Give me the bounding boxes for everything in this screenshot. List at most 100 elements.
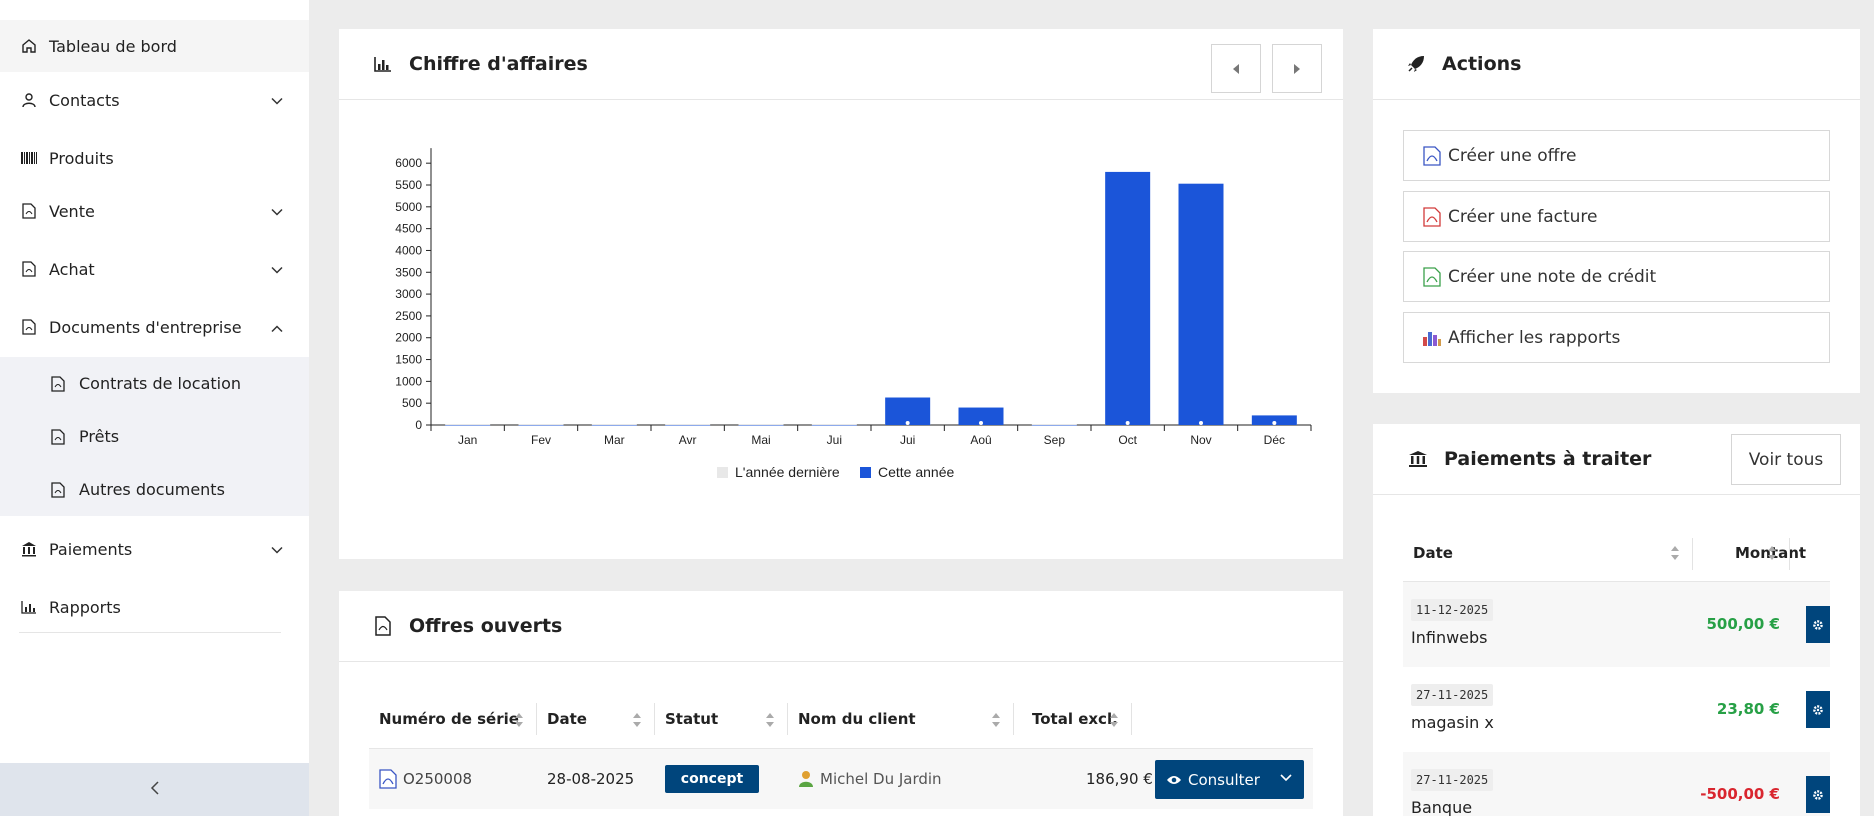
sidebar-divider bbox=[19, 632, 281, 633]
column-header-status[interactable]: Statut bbox=[665, 710, 719, 728]
bar-last-year bbox=[591, 424, 637, 425]
x-tick-label: Avr bbox=[679, 433, 697, 447]
create-offer-button[interactable]: Créer une offre bbox=[1403, 130, 1830, 181]
gear-icon bbox=[1813, 704, 1823, 715]
caret-left-icon bbox=[1232, 59, 1240, 78]
sidebar-collapse-button[interactable] bbox=[0, 763, 309, 816]
bank-icon bbox=[1408, 450, 1428, 468]
bar-this-year bbox=[1031, 425, 1077, 426]
column-separator bbox=[1692, 538, 1693, 570]
see-all-button[interactable]: Voir tous bbox=[1731, 434, 1841, 485]
actions-title: Actions bbox=[1442, 53, 1522, 75]
sidebar-item-prets[interactable]: Prêts bbox=[0, 410, 309, 463]
consult-button[interactable]: Consulter bbox=[1155, 760, 1304, 799]
sidebar-item-label: Achat bbox=[49, 259, 95, 279]
bank-icon bbox=[19, 541, 39, 557]
sidebar-item-contacts[interactable]: Contacts bbox=[0, 74, 309, 126]
y-tick-label: 3000 bbox=[395, 287, 422, 301]
create-invoice-label: Créer une facture bbox=[1448, 206, 1598, 227]
column-header-serial[interactable]: Numéro de série bbox=[379, 710, 519, 728]
sidebar-item-documents-entreprise[interactable]: Documents d'entreprise bbox=[0, 301, 309, 353]
sort-icon[interactable] bbox=[632, 711, 642, 729]
sort-icon[interactable] bbox=[991, 711, 1001, 729]
payment-name: magasin x bbox=[1411, 713, 1494, 732]
sort-icon[interactable] bbox=[765, 711, 775, 729]
payment-settings-button[interactable] bbox=[1806, 776, 1830, 813]
gear-icon bbox=[1813, 619, 1823, 630]
bar-last-year bbox=[665, 424, 711, 425]
sidebar-item-achat[interactable]: Achat bbox=[0, 243, 309, 295]
chart-icon bbox=[19, 600, 39, 614]
chevron-down-icon[interactable] bbox=[271, 540, 283, 559]
sidebar-item-contrats-location[interactable]: Contrats de location bbox=[0, 357, 309, 410]
payments-title: Paiements à traiter bbox=[1444, 448, 1652, 470]
bar-dot bbox=[1199, 421, 1203, 425]
column-header-date[interactable]: Date bbox=[547, 710, 587, 728]
sidebar-item-paiements[interactable]: Paiements bbox=[0, 523, 309, 575]
y-tick-label: 5000 bbox=[395, 200, 422, 214]
client-name: Michel Du Jardin bbox=[820, 770, 942, 788]
payment-settings-button[interactable] bbox=[1806, 606, 1830, 643]
sidebar-item-vente[interactable]: Vente bbox=[0, 185, 309, 237]
sidebar-item-label: Autres documents bbox=[79, 480, 225, 499]
offers-panel-header: Offres ouverts bbox=[339, 591, 1343, 662]
bar-chart-icon bbox=[373, 56, 393, 72]
legend-label-this-year: Cette année bbox=[878, 464, 954, 480]
show-reports-label: Afficher les rapports bbox=[1448, 327, 1621, 348]
chevron-down-icon[interactable] bbox=[271, 91, 283, 110]
bar-this-year bbox=[518, 425, 564, 426]
sidebar-item-dashboard[interactable]: Tableau de bord bbox=[0, 20, 309, 72]
y-tick-label: 2500 bbox=[395, 309, 422, 323]
bar-dot bbox=[1272, 421, 1277, 425]
document-icon bbox=[48, 481, 68, 498]
bar-this-year bbox=[738, 425, 784, 426]
column-header-total[interactable]: Total excl. bbox=[1032, 710, 1118, 728]
sidebar: Tableau de bord Contacts Produits Vente … bbox=[0, 0, 309, 816]
revenue-panel-header: Chiffre d'affaires bbox=[339, 29, 1343, 100]
y-tick-label: 1500 bbox=[395, 353, 422, 367]
chevron-down-icon[interactable] bbox=[1280, 774, 1292, 782]
column-header-amount[interactable]: Montant bbox=[1735, 544, 1807, 562]
sort-icon[interactable] bbox=[1109, 711, 1119, 729]
bar-last-year bbox=[1031, 424, 1077, 425]
sidebar-item-label: Contrats de location bbox=[79, 374, 242, 393]
payment-row: 11-12-2025 Infinwebs 500,00 € bbox=[1403, 582, 1830, 667]
previous-button[interactable] bbox=[1211, 44, 1261, 93]
bar-last-year bbox=[811, 424, 857, 425]
sidebar-item-label: Paiements bbox=[49, 539, 133, 559]
barcode-icon bbox=[19, 151, 39, 165]
sort-icon[interactable] bbox=[1767, 544, 1777, 562]
show-reports-button[interactable]: Afficher les rapports bbox=[1403, 312, 1830, 363]
table-divider bbox=[369, 748, 1313, 749]
column-header-client[interactable]: Nom du client bbox=[798, 710, 916, 728]
offers-panel: Offres ouverts Numéro de série Date Stat… bbox=[339, 591, 1343, 816]
legend-swatch-last-year bbox=[717, 467, 728, 478]
revenue-chart: 0 500 1000 1500 2000 2500 3000 3500 4000 4500 5000… bbox=[395, 148, 1312, 480]
create-invoice-button[interactable]: Créer une facture bbox=[1403, 191, 1830, 242]
rocket-icon bbox=[1406, 55, 1426, 73]
chevron-down-icon[interactable] bbox=[271, 202, 283, 221]
bar-this-year bbox=[885, 397, 931, 425]
next-button[interactable] bbox=[1272, 44, 1322, 93]
payment-settings-button[interactable] bbox=[1806, 691, 1830, 728]
sidebar-item-rapports[interactable]: Rapports bbox=[0, 581, 309, 633]
create-credit-note-label: Créer une note de crédit bbox=[1448, 266, 1657, 287]
report-chart-icon bbox=[1422, 328, 1442, 348]
sidebar-item-autres-documents[interactable]: Autres documents bbox=[0, 463, 309, 516]
offer-serial-link[interactable]: O250008 bbox=[379, 749, 472, 809]
sidebar-item-label: Produits bbox=[49, 148, 114, 168]
sort-icon[interactable] bbox=[514, 711, 524, 729]
column-separator bbox=[1013, 703, 1014, 735]
column-separator bbox=[536, 703, 537, 735]
chevron-down-icon[interactable] bbox=[271, 260, 283, 279]
create-credit-note-button[interactable]: Créer une note de crédit bbox=[1403, 251, 1830, 302]
user-icon bbox=[19, 92, 39, 108]
sidebar-item-produits[interactable]: Produits bbox=[0, 132, 309, 184]
revenue-panel: Chiffre d'affaires 0 500 1000 1500 2000 2500 3… bbox=[339, 29, 1343, 559]
chevron-up-icon[interactable] bbox=[271, 318, 283, 337]
x-tick-label: Mai bbox=[751, 433, 770, 447]
column-header-date[interactable]: Date bbox=[1413, 544, 1453, 562]
client-link[interactable]: Michel Du Jardin bbox=[798, 749, 942, 809]
sort-icon[interactable] bbox=[1670, 544, 1680, 562]
actions-panel-header: Actions bbox=[1373, 29, 1860, 100]
